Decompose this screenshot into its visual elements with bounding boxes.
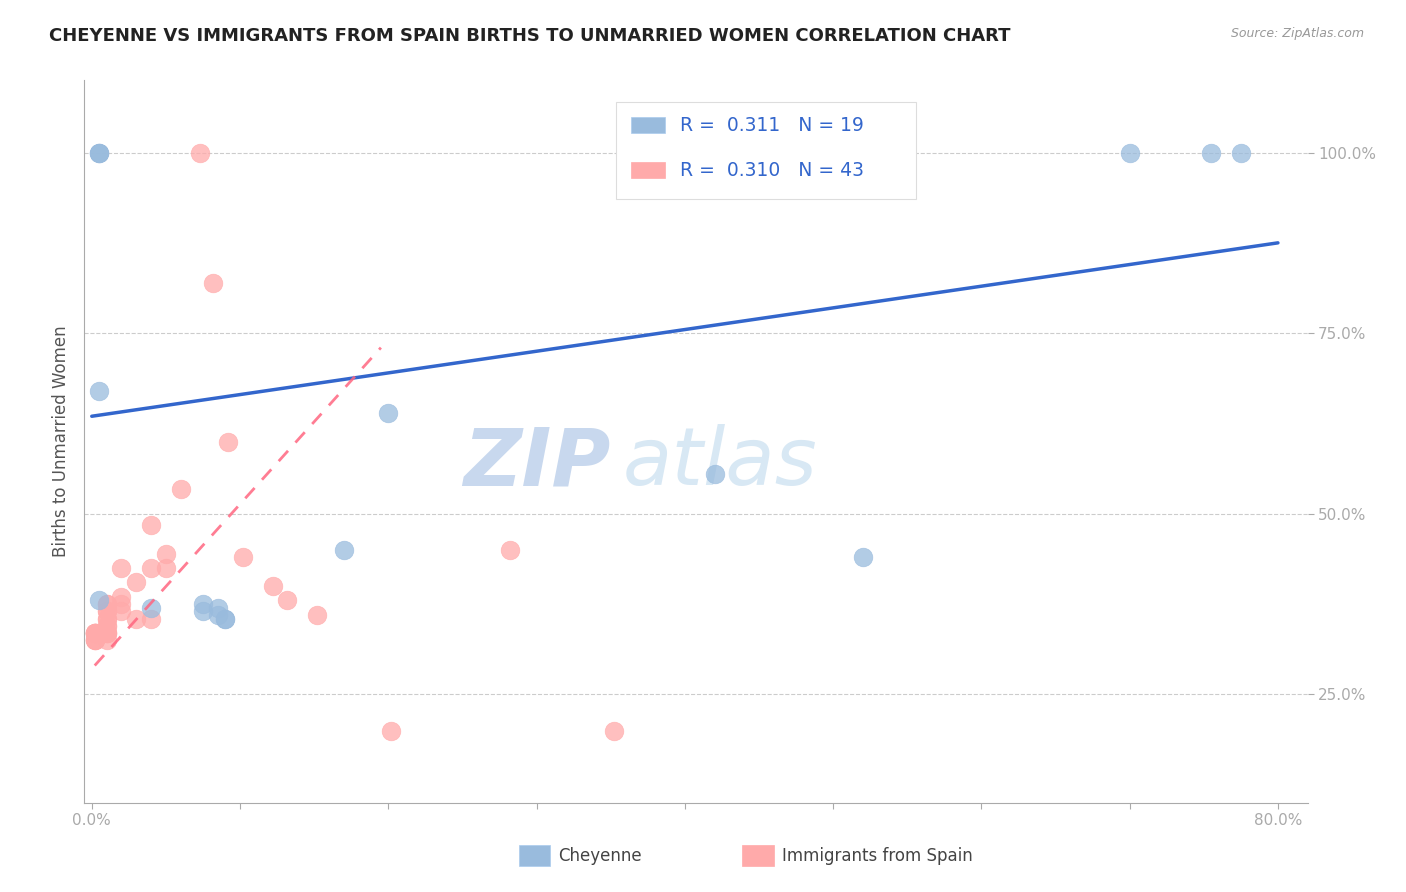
Point [232,550,254,565]
Y-axis label: Births to Unmarried Women: Births to Unmarried Women [52,326,70,558]
Point [89,593,111,607]
Point [139,600,162,615]
Point [155,561,177,575]
Text: CHEYENNE VS IMMIGRANTS FROM SPAIN BIRTHS TO UNMARRIED WOMEN CORRELATION CHART: CHEYENNE VS IMMIGRANTS FROM SPAIN BIRTHS… [49,27,1011,45]
Text: atlas: atlas [623,425,817,502]
Point [214,611,236,625]
Point [96,611,118,625]
Bar [616,102,917,200]
Point [139,611,162,625]
Point [139,561,162,575]
Point [110,597,132,611]
Text: Cheyenne: Cheyenne [558,847,641,864]
Point [96,597,118,611]
Point [96,619,118,633]
Point [217,434,239,449]
Point [125,611,148,625]
Point [214,611,236,625]
Point [110,590,132,604]
Point [83,626,105,640]
Text: R =  0.310   N = 43: R = 0.310 N = 43 [681,161,865,179]
Point [83,626,105,640]
Point [96,604,118,618]
Point [125,575,148,590]
Point [96,619,118,633]
Point [139,517,162,532]
Point [83,633,105,648]
Bar [631,117,665,133]
Point [703,467,725,481]
Point [602,723,624,738]
Point [188,145,211,160]
Point [155,547,177,561]
Point [96,626,118,640]
Point [83,633,105,648]
Point [83,626,105,640]
Point [89,145,111,160]
Point [110,604,132,618]
Point [1118,145,1140,160]
Point [307,607,329,622]
Text: Source: ZipAtlas.com: Source: ZipAtlas.com [1230,27,1364,40]
Point [191,604,214,618]
Point [83,626,105,640]
Point [170,482,193,496]
Point [202,276,225,290]
Bar [519,846,550,865]
Point [96,604,118,618]
Point [333,542,356,557]
Bar [631,162,665,178]
Point [96,626,118,640]
Point [83,633,105,648]
Point [377,406,399,420]
Point [89,145,111,160]
Point [83,626,105,640]
Point [96,611,118,625]
Point [1199,145,1222,160]
Point [380,723,402,738]
Point [83,626,105,640]
Point [96,626,118,640]
Point [207,607,229,622]
Point [96,633,118,648]
Point [89,384,111,398]
Point [89,145,111,160]
Text: Immigrants from Spain: Immigrants from Spain [782,847,973,864]
Point [852,550,875,565]
Point [110,561,132,575]
Bar [742,846,775,865]
Point [1230,145,1253,160]
Point [276,593,298,607]
Point [191,597,214,611]
Text: R =  0.311   N = 19: R = 0.311 N = 19 [681,116,863,135]
Text: ZIP: ZIP [463,425,610,502]
Point [207,600,229,615]
Point [499,542,522,557]
Point [96,597,118,611]
Point [262,579,284,593]
